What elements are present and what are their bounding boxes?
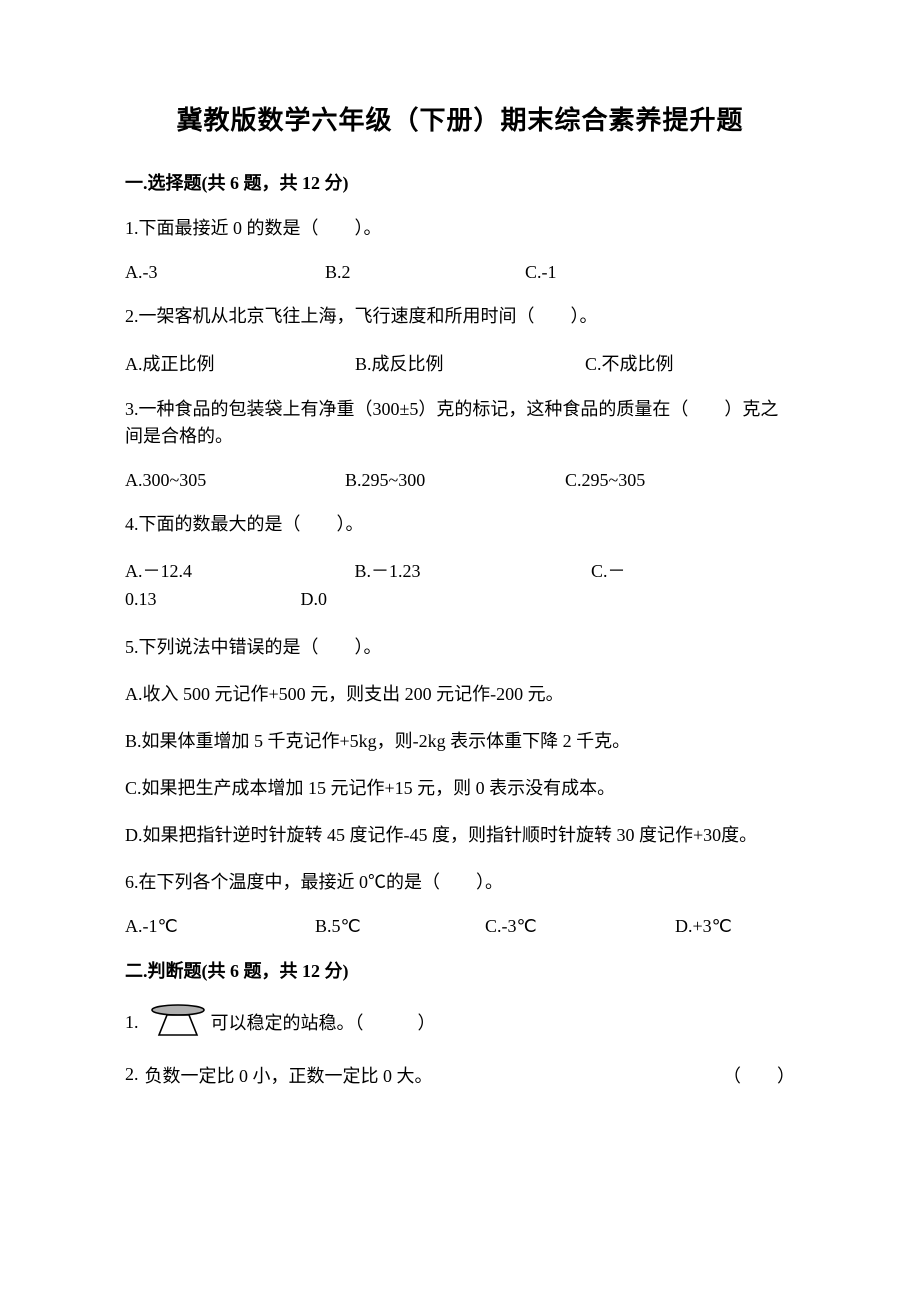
q5-opt-a: A.收入 500 元记作+500 元，则支出 200 元记作-200 元。 [125, 681, 795, 708]
q1-text: 1.下面最接近 0 的数是（ ）。 [125, 215, 795, 242]
q1-opt-c: C.-1 [525, 262, 795, 283]
judge-q2-paren: （ ） [723, 1062, 795, 1088]
q1-opt-a: A.-3 [125, 262, 325, 283]
judge-q2-text: 负数一定比 0 小，正数一定比 0 大。 [145, 1062, 724, 1088]
q2-options: A.成正比例 B.成反比例 C.不成比例 [125, 350, 795, 376]
section-1-header: 一.选择题(共 6 题，共 12 分) [125, 169, 795, 195]
q4-options: A.－12.4 B.－1.23 C.－ 0.13 D.0 [125, 558, 795, 614]
section-2-header: 二.判断题(共 6 题，共 12 分) [125, 957, 795, 983]
q3-opt-b: B.295~300 [345, 470, 565, 491]
q4-text: 4.下面的数最大的是（ ）。 [125, 511, 795, 538]
page-title: 冀教版数学六年级（下册）期末综合素养提升题 [125, 100, 795, 137]
judge-q2-num: 2. [125, 1064, 139, 1085]
judge-q2: 2. 负数一定比 0 小，正数一定比 0 大。 （ ） [125, 1062, 795, 1088]
table-shape-icon [149, 1003, 207, 1042]
judge-q1: 1. 可以稳定的站稳。（ ） [125, 1003, 795, 1042]
q3-opt-a: A.300~305 [125, 470, 345, 491]
q2-opt-c: C.不成比例 [585, 350, 795, 376]
q1-options: A.-3 B.2 C.-1 [125, 262, 795, 283]
judge-q1-text: 可以稳定的站稳。（ ） [211, 1009, 436, 1035]
q5-opt-d: D.如果把指针逆时针旋转 45 度记作-45 度，则指针顺时针旋转 30 度记作… [125, 822, 795, 849]
q6-opt-b: B.5℃ [315, 916, 485, 937]
q2-opt-b: B.成反比例 [355, 350, 585, 376]
q3-options: A.300~305 B.295~300 C.295~305 [125, 470, 795, 491]
q6-opt-c: C.-3℃ [485, 916, 675, 937]
judge-q1-num: 1. [125, 1012, 139, 1033]
q6-opt-d: D.+3℃ [675, 916, 795, 937]
q6-options: A.-1℃ B.5℃ C.-3℃ D.+3℃ [125, 916, 795, 937]
q4-opt-a: A.－12.4 [125, 558, 350, 586]
q2-opt-a: A.成正比例 [125, 350, 355, 376]
q5-opt-c: C.如果把生产成本增加 15 元记作+15 元，则 0 表示没有成本。 [125, 775, 795, 802]
q5-opt-b: B.如果体重增加 5 千克记作+5kg，则-2kg 表示体重下降 2 千克。 [125, 728, 795, 755]
q3-text: 3.一种食品的包装袋上有净重（300±5）克的标记，这种食品的质量在（ ）克之间… [125, 396, 795, 450]
q6-text: 6.在下列各个温度中，最接近 0℃的是（ ）。 [125, 869, 795, 896]
q6-opt-a: A.-1℃ [125, 916, 315, 937]
q2-text: 2.一架客机从北京飞往上海，飞行速度和所用时间（ ）。 [125, 303, 795, 330]
q4-opt-c: C.－ [591, 561, 626, 581]
q1-opt-b: B.2 [325, 262, 525, 283]
q5-text: 5.下列说法中错误的是（ ）。 [125, 634, 795, 661]
q3-opt-c: C.295~305 [565, 470, 795, 491]
q4-opt-b: B.－1.23 [355, 558, 587, 586]
q4-line2: 0.13 D.0 [125, 589, 327, 609]
